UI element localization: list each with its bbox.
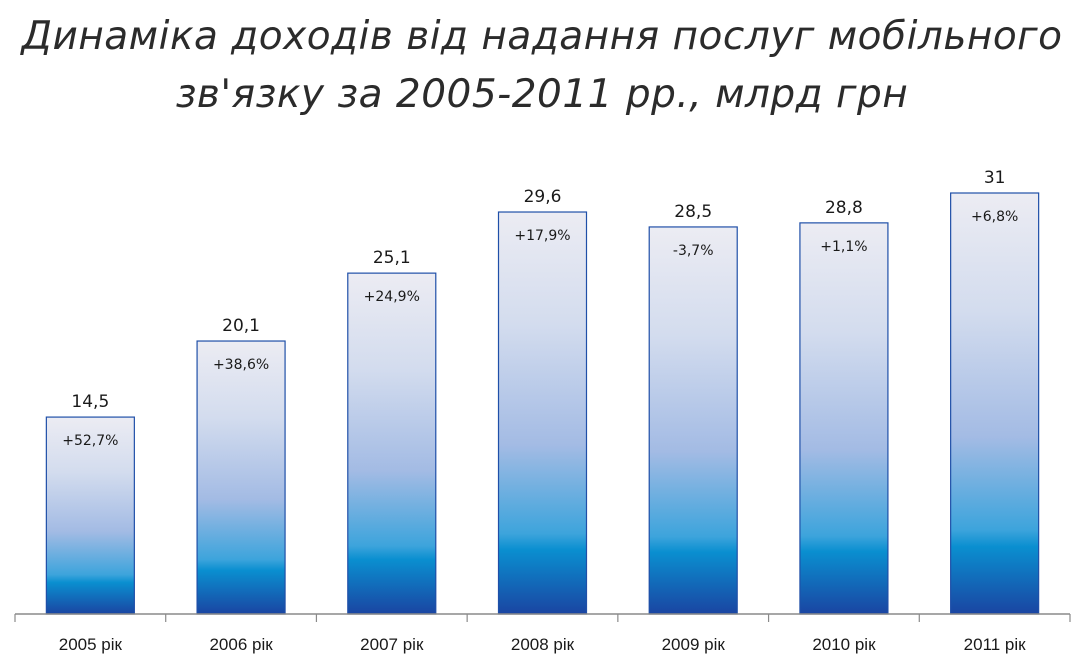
growth-label: +17,9%: [514, 228, 570, 244]
bar: [347, 272, 437, 615]
value-label: 14,5: [71, 392, 109, 412]
bar: [648, 226, 738, 615]
growth-label: -3,7%: [673, 243, 714, 259]
bars-group: [45, 192, 1040, 615]
growth-label: +38,6%: [213, 357, 269, 373]
category-label: 2008 рік: [511, 635, 575, 654]
x-axis: [14, 613, 1071, 622]
value-label: 31: [984, 168, 1006, 188]
category-label: 2007 рік: [360, 635, 424, 654]
chart-title: Динаміка доходів від надання послуг мобі…: [0, 8, 1084, 124]
category-label: 2006 рік: [209, 635, 273, 654]
bar: [497, 211, 588, 615]
growth-label: +6,8%: [971, 209, 1018, 225]
growth-label: +1,1%: [820, 239, 867, 255]
labels-group: 14,5 +52,7% 2005 рік 20,1 +38,6% 2006 рік 25,1…: [59, 168, 1026, 654]
category-label: 2011 рік: [964, 635, 1027, 654]
category-label: 2010 рік: [812, 635, 876, 654]
category-label: 2009 рік: [662, 635, 726, 654]
bar: [196, 340, 286, 615]
chart-title-line-2: зв'язку за 2005-2011 рр., млрд грн: [175, 72, 909, 117]
category-label: 2005 рік: [59, 635, 123, 654]
value-label: 20,1: [222, 316, 260, 336]
value-label: 28,5: [674, 202, 712, 222]
chart-title-line-1: Динаміка доходів від надання послуг мобі…: [21, 14, 1063, 59]
growth-label: +24,9%: [364, 289, 420, 305]
value-label: 25,1: [373, 248, 411, 268]
bar: [950, 192, 1040, 615]
value-label: 29,6: [524, 187, 562, 207]
growth-label: +52,7%: [62, 433, 118, 449]
value-label: 28,8: [825, 198, 863, 218]
bar: [799, 222, 889, 615]
